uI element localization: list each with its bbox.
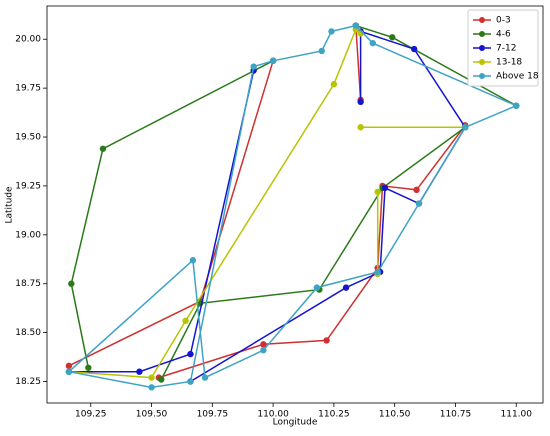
legend-label: 7-12 [496, 44, 516, 54]
point [513, 102, 520, 109]
point [250, 63, 257, 70]
legend-marker [479, 73, 485, 79]
point [85, 364, 92, 371]
plot-frame [46, 5, 544, 404]
x-tick-label: 109.25 [75, 410, 107, 420]
legend-box [467, 9, 539, 87]
point [187, 378, 194, 385]
x-tick-label: 109.75 [197, 410, 229, 420]
point [158, 376, 165, 383]
point [328, 28, 335, 35]
point [374, 268, 381, 276]
point [410, 45, 418, 53]
legend-marker [479, 45, 485, 51]
point [313, 284, 321, 291]
point [136, 368, 143, 375]
point [461, 124, 469, 131]
point [148, 374, 155, 381]
x-tick-label: 111.00 [501, 410, 533, 420]
point [415, 200, 423, 207]
point [330, 81, 338, 88]
point [260, 346, 267, 354]
x-tick-label: 110.00 [257, 410, 289, 420]
point [189, 257, 197, 264]
point [413, 186, 420, 194]
y-tick-label: 19.50 [15, 133, 41, 143]
legend-label: 13-18 [496, 58, 522, 68]
y-tick-label: 20.00 [15, 35, 41, 45]
y-axis-label: Latitude [5, 186, 15, 224]
legend-label: Above 18 [496, 72, 539, 82]
x-tick-label: 109.50 [136, 410, 168, 420]
point [148, 384, 155, 391]
point [323, 337, 330, 344]
point [374, 188, 381, 195]
point [65, 368, 73, 375]
series-line [70, 24, 517, 380]
point [342, 284, 350, 291]
point [389, 34, 396, 41]
y-tick-label: 19.25 [15, 181, 41, 191]
y-tick-label: 19.75 [15, 84, 41, 94]
point [357, 98, 364, 106]
point [369, 39, 377, 47]
x-tick-label: 110.50 [379, 410, 411, 420]
legend-marker [479, 31, 485, 37]
point [260, 341, 267, 348]
y-tick-label: 18.25 [15, 377, 41, 387]
point [187, 350, 194, 358]
y-tick-label: 18.50 [15, 328, 41, 338]
point [182, 317, 189, 325]
series-line [68, 30, 467, 383]
point [381, 184, 389, 192]
series-line [68, 25, 466, 379]
legend-marker [479, 17, 485, 23]
legend-label: 4-6 [496, 30, 511, 40]
point [357, 124, 364, 131]
point [318, 47, 325, 55]
point [352, 22, 359, 29]
series-line [68, 24, 519, 389]
x-axis-label: Longitude [273, 418, 318, 428]
point [201, 374, 209, 381]
x-tick-label: 110.75 [440, 410, 472, 420]
point [99, 145, 107, 152]
point [269, 57, 277, 64]
legend-label: 0-3 [496, 16, 511, 26]
point [65, 362, 73, 370]
point [68, 280, 75, 287]
x-tick-label: 110.25 [318, 410, 350, 420]
y-tick-label: 18.75 [15, 279, 41, 289]
legend-marker [479, 59, 485, 65]
y-tick-label: 19.00 [15, 230, 41, 240]
